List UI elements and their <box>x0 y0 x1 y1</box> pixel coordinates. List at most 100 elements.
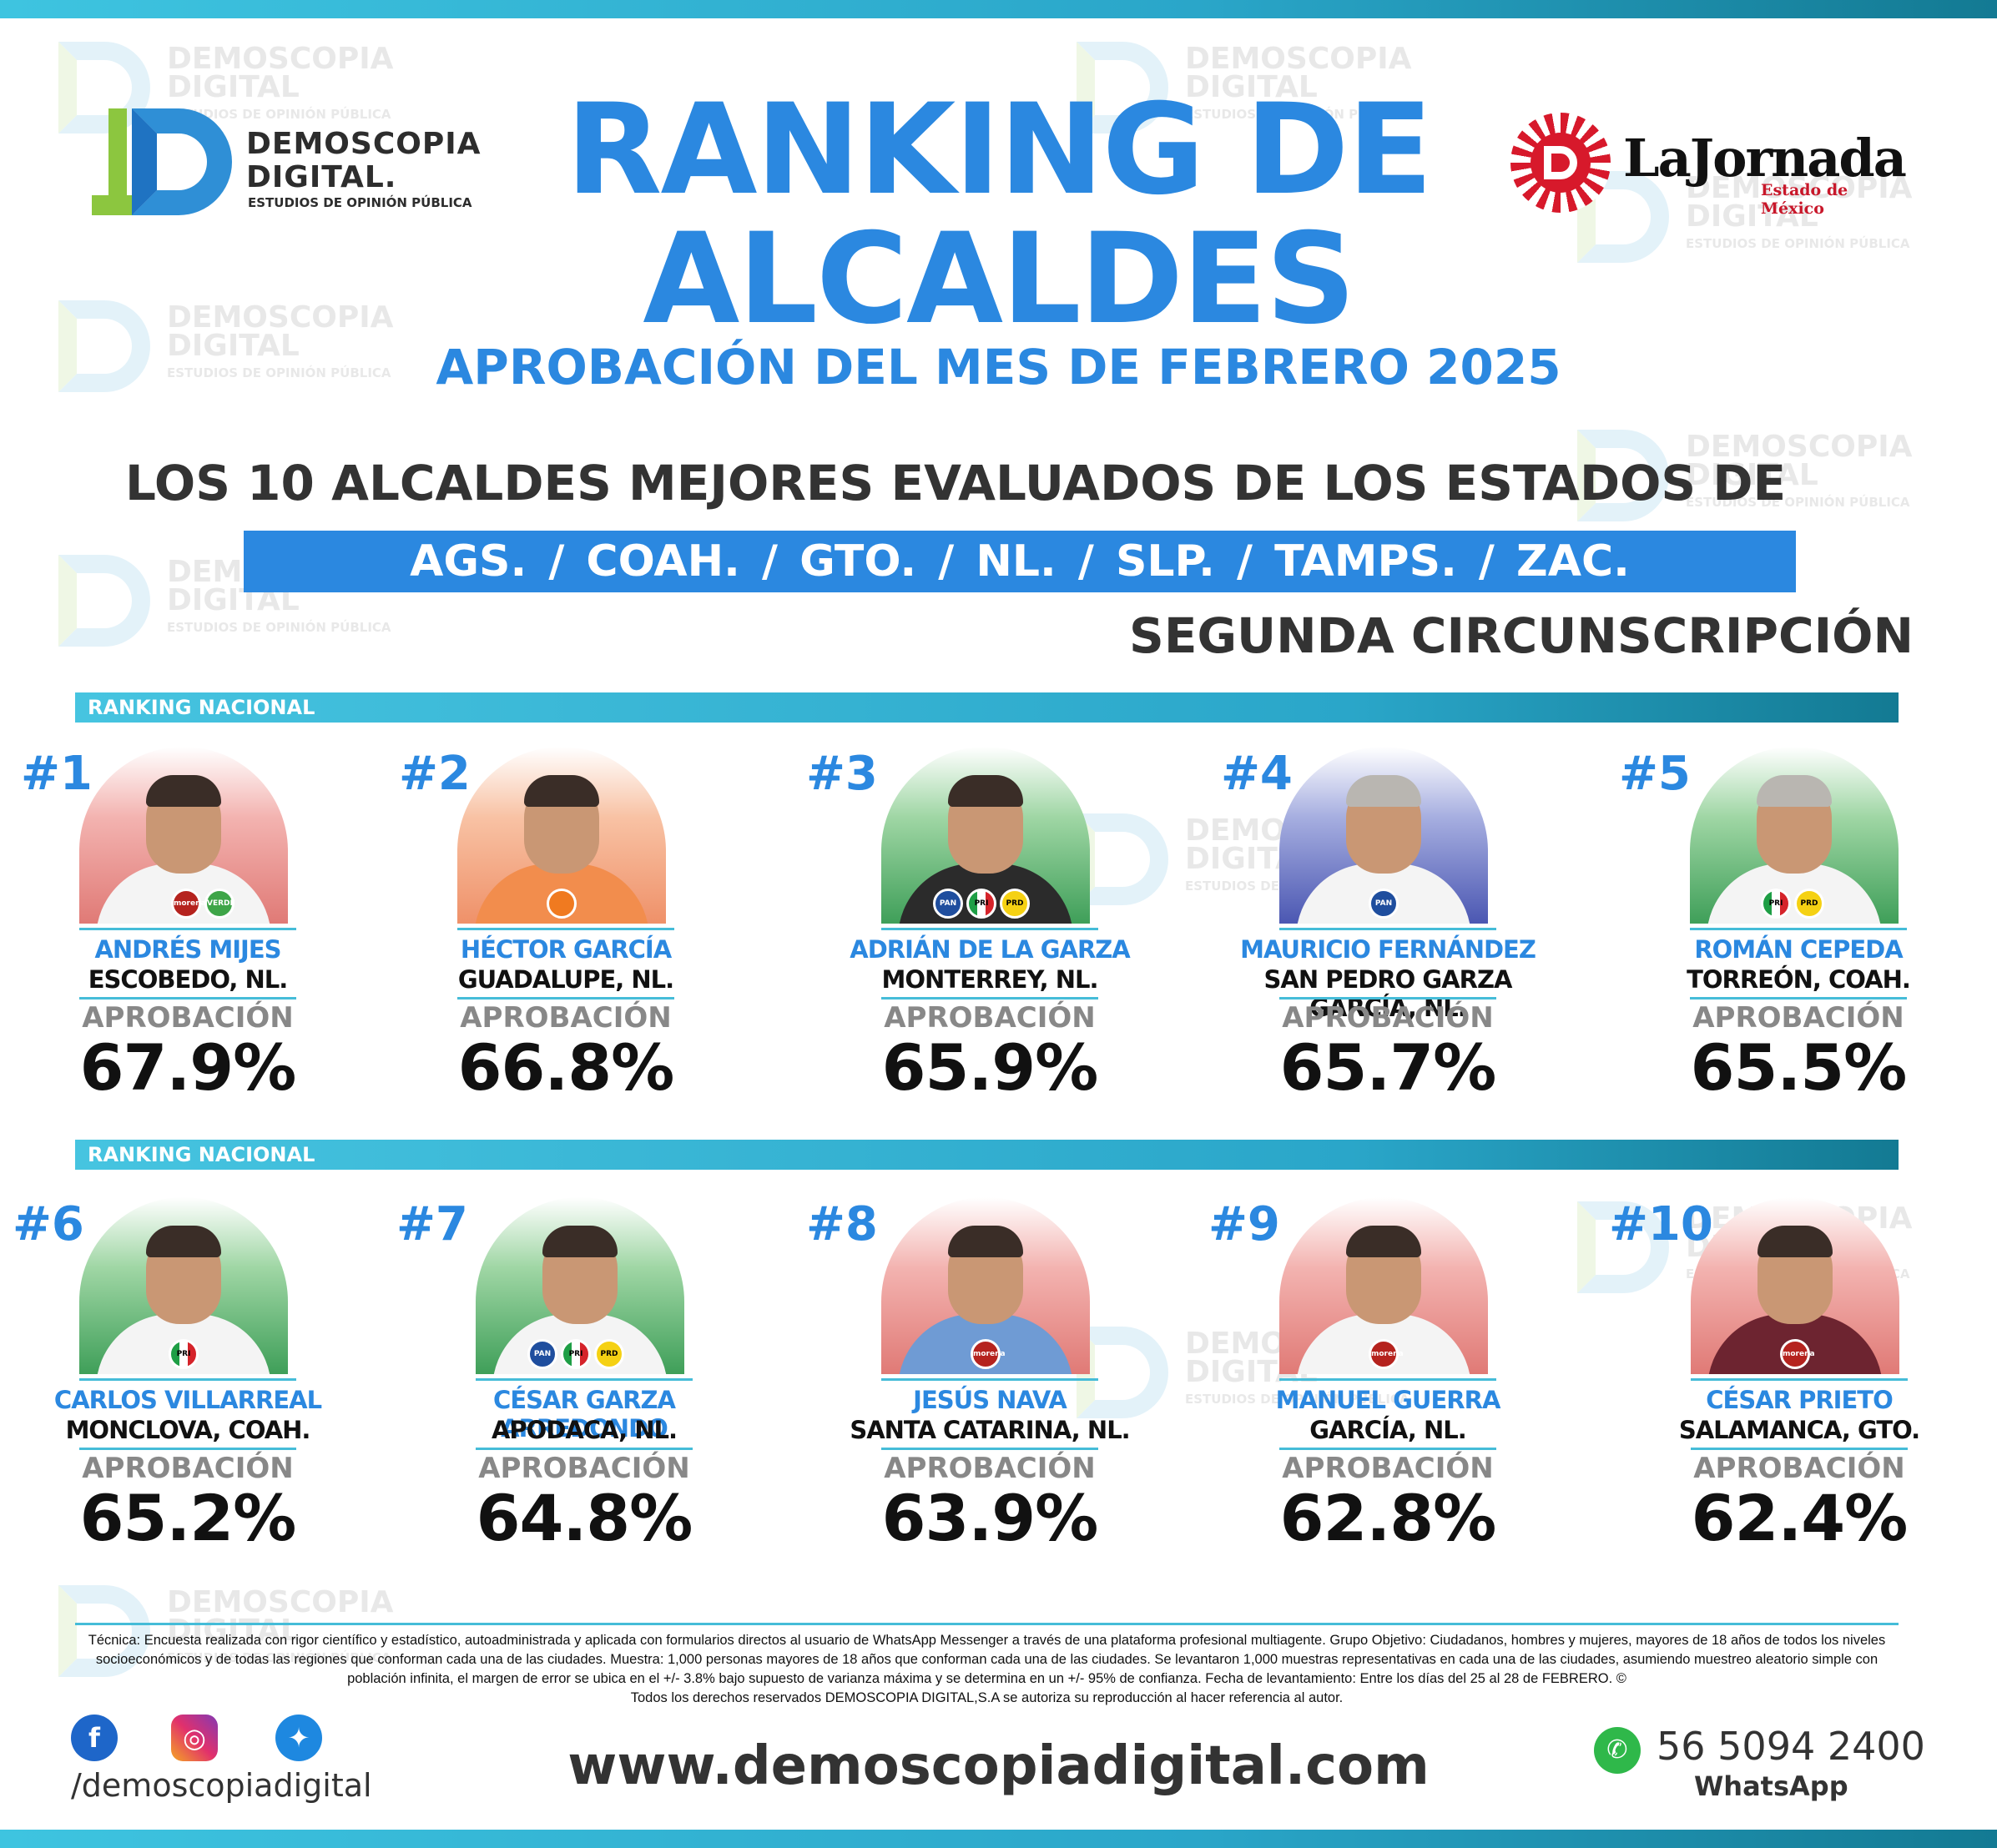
approval-value: 63.9% <box>881 1481 1099 1555</box>
approval-label: APROBACIÓN <box>460 1001 672 1035</box>
mayor-city: MONTERREY, NL. <box>881 965 1099 994</box>
approval-label: APROBACIÓN <box>1282 1001 1494 1035</box>
mayor-card: #10 morena CÉSAR PRIETO SALAMANCA, GTO. … <box>1609 1197 1959 1589</box>
mayor-city: MONCLOVA, COAH. <box>65 1416 311 1444</box>
mayor-city: GUADALUPE, NL. <box>457 965 674 994</box>
approval-value: 62.8% <box>1279 1481 1497 1555</box>
social-handle[interactable]: /demoscopiadigital <box>71 1767 372 1804</box>
la-jornada-name: LaJornada <box>1623 128 1907 189</box>
heading-states: LOS 10 ALCALDES MEJORES EVALUADOS DE LOS… <box>125 455 1787 511</box>
states-banner: AGS. / COAH. / GTO. / NL. / SLP. / TAMPS… <box>244 531 1796 592</box>
mayor-photo: morena <box>1279 1197 1488 1374</box>
approval-label: APROBACIÓN <box>478 1452 690 1485</box>
approval-value: 62.4% <box>1691 1481 1909 1555</box>
mayor-city: APODACA, NL. <box>491 1416 678 1444</box>
approval-label: APROBACIÓN <box>1692 1001 1904 1035</box>
approval-label: APROBACIÓN <box>884 1001 1096 1035</box>
website-link[interactable]: www.demoscopiadigital.com <box>567 1735 1430 1797</box>
approval-value: 67.9% <box>79 1030 297 1105</box>
mayor-name: CÉSAR PRIETO <box>1706 1386 1893 1414</box>
mayor-card: #1 morena VERDE ANDRÉS MIJES ESCOBEDO, NL… <box>21 747 371 1139</box>
prd-logo-icon: PRD <box>1000 889 1030 919</box>
rank-number: #6 <box>13 1197 84 1251</box>
mayor-name: MAURICIO FERNÁNDEZ <box>1240 935 1536 964</box>
approval-value: 66.8% <box>457 1030 675 1105</box>
footer-divider <box>75 1623 1899 1625</box>
rank-number: #8 <box>806 1197 878 1251</box>
mayor-city: SANTA CATARINA, NL. <box>850 1416 1130 1444</box>
instagram-icon[interactable]: ◎ <box>171 1715 218 1761</box>
ranking-section-bar: RANKING NACIONAL <box>75 692 1899 723</box>
mayor-name: ANDRÉS MIJES <box>94 935 281 964</box>
approval-value: 65.5% <box>1690 1030 1908 1105</box>
verde-logo-icon: VERDE <box>204 889 235 919</box>
rank-number: #5 <box>1619 747 1691 801</box>
mayor-name: JESÚS NAVA <box>913 1386 1067 1414</box>
approval-label: APROBACIÓN <box>1282 1452 1494 1485</box>
mayor-photo: morena VERDE <box>79 747 288 924</box>
methodology-note: Técnica: Encuesta realizada con rigor ci… <box>88 1633 1886 1705</box>
mayor-card: #4 PAN MAURICIO FERNÁNDEZ SAN PEDRO GARZ… <box>1221 747 1571 1139</box>
approval-label: APROBACIÓN <box>82 1452 294 1485</box>
pan-logo-icon: PAN <box>1369 889 1399 919</box>
rank-number: #2 <box>399 747 471 801</box>
mayor-card: #2 HÉCTOR GARCÍA GUADALUPE, NL. APROBACI… <box>399 747 749 1139</box>
sun-icon <box>1510 113 1611 213</box>
page-subtitle: APROBACIÓN DEL MES DE FEBRERO 2025 <box>436 339 1561 395</box>
mayor-photo: PRI <box>79 1197 288 1374</box>
bottom-accent-bar <box>0 1830 1997 1848</box>
mayor-name: ADRIÁN DE LA GARZA <box>850 935 1131 964</box>
prd-logo-icon: PRD <box>594 1339 624 1369</box>
twitter-icon[interactable]: ✦ <box>275 1715 322 1761</box>
logo-line-2: DIGITAL. <box>246 160 397 194</box>
mayor-name: ROMÁN CEPEDA <box>1694 935 1903 964</box>
mayor-photo: PAN PRI PRD <box>881 747 1090 924</box>
rank-number: #3 <box>806 747 878 801</box>
la-jornada-logo: LaJornada Estado de México <box>1510 113 1907 221</box>
whatsapp-label: WhatsApp <box>1694 1770 1848 1802</box>
page-title-line-1: RANKING DE <box>565 78 1433 223</box>
approval-label: APROBACIÓN <box>884 1452 1096 1485</box>
whatsapp-icon[interactable]: ✆ <box>1594 1727 1641 1774</box>
mayor-photo: morena <box>881 1197 1090 1374</box>
demoscopia-d-icon <box>92 108 234 217</box>
logo-line-1: DEMOSCOPIA <box>246 127 482 161</box>
facebook-icon[interactable]: f <box>71 1715 118 1761</box>
page-title-line-2: ALCALDES <box>643 207 1355 352</box>
pan-logo-icon: PAN <box>527 1339 557 1369</box>
approval-label: APROBACIÓN <box>82 1001 294 1035</box>
mayor-photo <box>457 747 666 924</box>
logo-line-3: ESTUDIOS DE OPINIÓN PÚBLICA <box>248 195 472 210</box>
mayor-name: MANUEL GUERRA <box>1275 1386 1501 1414</box>
rank-number: #10 <box>1609 1197 1713 1251</box>
approval-label: APROBACIÓN <box>1693 1452 1905 1485</box>
morena-logo-icon: morena <box>1369 1339 1404 1369</box>
mayor-card: #8 morena JESÚS NAVA SANTA CATARINA, NL.… <box>806 1197 1157 1589</box>
mayor-card: #3 PAN PRI PRD ADRIÁN DE LA GARZA MONTERRE… <box>806 747 1173 1139</box>
pri-logo-icon: PRI <box>966 889 996 919</box>
demoscopia-logo: DEMOSCOPIA DIGITAL. ESTUDIOS DE OPINIÓN … <box>92 108 481 217</box>
morena-logo-icon: morena <box>1780 1339 1815 1369</box>
mayor-card: #7 PAN PRI PRD CÉSAR GARZA ARREDONDO APODA… <box>396 1197 747 1589</box>
mayor-card: #5 PRI PRD ROMÁN CEPEDA TORREÓN, COAH. AP… <box>1619 747 1982 1139</box>
morena-logo-icon: morena <box>171 889 206 919</box>
pan-logo-icon: PAN <box>933 889 963 919</box>
movimiento-ciudadano-logo-icon <box>547 889 577 919</box>
rank-number: #1 <box>21 747 93 801</box>
phone-number[interactable]: 56 5094 2400 <box>1657 1724 1925 1769</box>
mayor-name: CARLOS VILLARREAL <box>53 1386 322 1414</box>
approval-value: 64.8% <box>476 1481 693 1555</box>
mayor-city: TORREÓN, COAH. <box>1687 965 1911 994</box>
circunscripcion-heading: SEGUNDA CIRCUNSCRIPCIÓN <box>1129 607 1914 664</box>
mayor-photo: PRI PRD <box>1690 747 1899 924</box>
la-jornada-sub: Estado de México <box>1761 181 1848 218</box>
mayor-card: #6 PRI CARLOS VILLARREAL MONCLOVA, COAH.… <box>13 1197 363 1589</box>
mayor-photo: PAN <box>1279 747 1488 924</box>
mayor-city: SALAMANCA, GTO. <box>1678 1416 1920 1444</box>
mayor-name: HÉCTOR GARCÍA <box>460 935 672 964</box>
mayor-photo: morena <box>1691 1197 1899 1374</box>
mayor-card: #9 morena MANUEL GUERRA GARCÍA, NL. APRO… <box>1208 1197 1559 1589</box>
rank-number: #9 <box>1208 1197 1280 1251</box>
mayor-city: GARCÍA, NL. <box>1309 1416 1467 1444</box>
rank-number: #4 <box>1221 747 1293 801</box>
